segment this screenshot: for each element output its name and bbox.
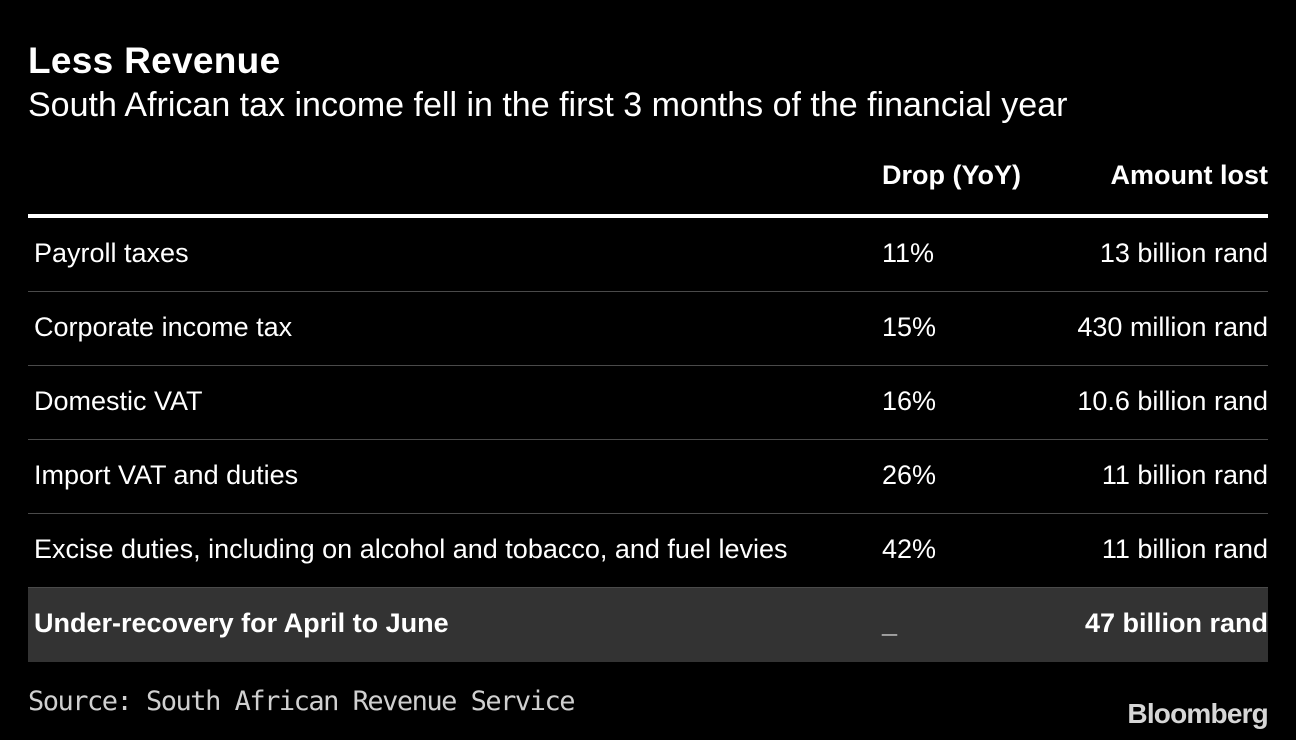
amount-cell: 11 billion rand [1101, 460, 1268, 490]
chart-title: Less Revenue [28, 40, 281, 81]
drop-cell: 26% [882, 460, 937, 490]
drop-cell: 16% [882, 386, 937, 416]
amount-cell: 11 billion rand [1101, 534, 1268, 564]
column-header-drop: Drop (YoY) [882, 160, 1021, 190]
category-cell: Payroll taxes [34, 238, 189, 268]
source-note: Source: South African Revenue Service [28, 686, 575, 717]
revenue-table: Drop (YoY) Amount lost Payroll taxes 11%… [28, 148, 1268, 662]
amount-cell: 13 billion rand [1099, 238, 1268, 268]
drop-cell: 42% [882, 534, 937, 564]
total-amount-cell: 47 billion rand [1084, 608, 1268, 638]
category-cell: Domestic VAT [34, 386, 203, 416]
table-row: Payroll taxes 11% 13 billion rand [28, 218, 1268, 292]
table-row: Corporate income tax 15% 430 million ran… [28, 292, 1268, 366]
amount-cell: 430 million rand [1077, 312, 1268, 342]
category-cell: Corporate income tax [34, 312, 293, 342]
drop-cell: 15% [882, 312, 937, 342]
table-header: Drop (YoY) Amount lost [28, 148, 1268, 218]
table-row: Import VAT and duties 26% 11 billion ran… [28, 440, 1268, 514]
chart-subtitle: South African tax income fell in the fir… [28, 86, 1068, 124]
total-row: Under-recovery for April to June _ 47 bi… [28, 588, 1268, 662]
category-cell: Excise duties, including on alcohol and … [34, 534, 788, 564]
category-cell: Import VAT and duties [34, 460, 299, 490]
total-drop-cell: _ [882, 608, 898, 638]
table-row: Domestic VAT 16% 10.6 billion rand [28, 366, 1268, 440]
table-row: Excise duties, including on alcohol and … [28, 514, 1268, 588]
drop-cell: 11% [882, 238, 935, 268]
total-category-cell: Under-recovery for April to June [34, 608, 449, 638]
amount-cell: 10.6 billion rand [1077, 386, 1268, 416]
bloomberg-logo: Bloomberg [1127, 698, 1268, 729]
column-header-amount: Amount lost [1110, 160, 1268, 190]
